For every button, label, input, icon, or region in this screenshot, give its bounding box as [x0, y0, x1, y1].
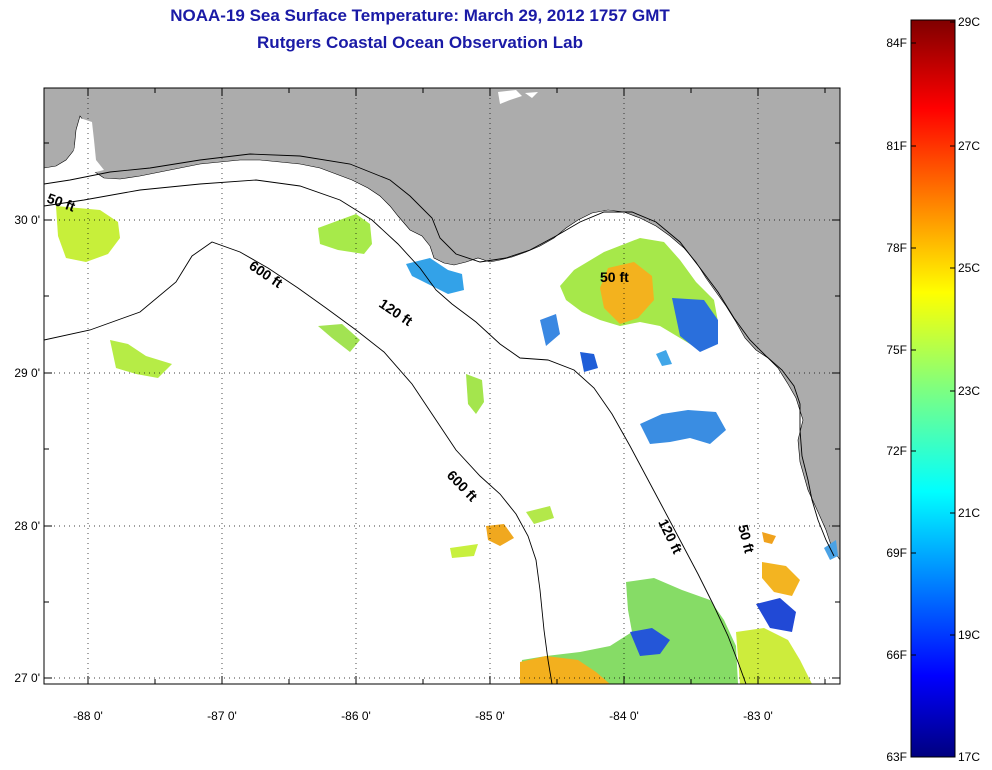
map-subtitle: Rutgers Coastal Ocean Observation Lab: [257, 33, 583, 52]
lon-label: -87 0': [207, 709, 237, 723]
sst-patch: [580, 352, 598, 372]
sst-patch: [736, 628, 812, 684]
colorbar-label-f: 69F: [886, 546, 907, 560]
colorbar-label-f: 72F: [886, 444, 907, 458]
colorbar-label-f: 81F: [886, 139, 907, 153]
colorbar-label-f: 84F: [886, 36, 907, 50]
sst-patch: [656, 350, 672, 366]
map-frame: [43, 87, 841, 685]
colorbar-label-c: 19C: [958, 628, 980, 642]
sst-patch: [318, 324, 360, 352]
sst-patch: [762, 562, 800, 596]
sst-patch: [110, 340, 172, 378]
sst-patch: [406, 258, 464, 294]
colorbar-label-f: 63F: [886, 750, 907, 764]
sst-patch: [526, 506, 554, 524]
map-title: NOAA-19 Sea Surface Temperature: March 2…: [170, 6, 670, 25]
colorbar: 84F 81F 78F 75F 72F 69F 66F 63F 29C 27C 25C 23C 21C 1…: [886, 15, 980, 764]
land-mass: [44, 88, 840, 561]
sst-patch: [672, 298, 718, 352]
contour-120ft: [44, 179, 747, 684]
sst-map: 50 ft 50 ft 50 ft 120 ft 120 ft 600 ft 6…: [14, 87, 841, 723]
lat-label: 27 0': [14, 671, 40, 685]
sst-patch: [318, 214, 372, 254]
inland-lake: [498, 90, 522, 104]
colorbar-label-c: 27C: [958, 139, 980, 153]
colorbar-label-c: 23C: [958, 384, 980, 398]
sst-patch: [450, 544, 478, 558]
lat-label: 29 0': [14, 366, 40, 380]
sst-patch: [486, 524, 514, 546]
contour-50ft-north: [44, 153, 835, 557]
colorbar-label-c: 17C: [958, 750, 980, 764]
sst-patch: [640, 410, 726, 444]
contour-600ft: [44, 241, 553, 684]
sst-patch: [762, 532, 776, 544]
lon-label: -86 0': [341, 709, 371, 723]
colorbar-label-c: 25C: [958, 261, 980, 275]
sst-patch: [600, 262, 654, 324]
inland-lake: [525, 92, 538, 98]
sst-patch: [756, 598, 796, 632]
colorbar-label-f: 75F: [886, 343, 907, 357]
lon-label: -85 0': [475, 709, 505, 723]
colorbar-gradient: [910, 19, 956, 758]
lat-label: 30 0': [14, 213, 40, 227]
lat-label: 28 0': [14, 519, 40, 533]
sst-patch: [520, 578, 738, 684]
sst-patch: [466, 374, 484, 414]
colorbar-label-f: 78F: [886, 241, 907, 255]
lon-label: -83 0': [743, 709, 773, 723]
colorbar-label-c: 21C: [958, 506, 980, 520]
colorbar-label-c: 29C: [958, 15, 980, 29]
sst-patch: [520, 656, 610, 684]
bay-water: [66, 118, 104, 176]
lon-label: -84 0': [609, 709, 639, 723]
contour-label-50ft: 50 ft: [600, 269, 629, 285]
lon-label: -88 0': [73, 709, 103, 723]
sst-patch: [540, 314, 560, 346]
sst-patch: [630, 628, 670, 656]
colorbar-label-f: 66F: [886, 648, 907, 662]
contour-label-50ft: 50 ft: [735, 523, 758, 555]
